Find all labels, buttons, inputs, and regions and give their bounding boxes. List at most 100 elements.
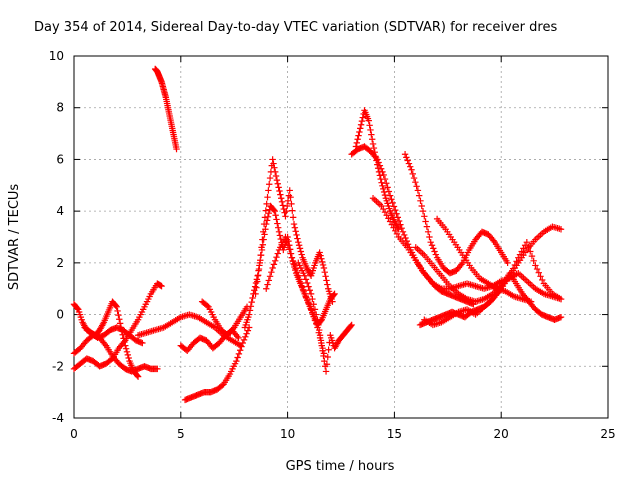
x-tick-label: 15 [387,427,402,441]
data-point [395,226,402,233]
data-point [409,170,416,178]
data-point [405,160,413,167]
data-point [120,335,127,342]
data-point [539,276,546,284]
data-point [284,197,292,204]
data-point [418,202,425,210]
data-point [365,117,372,124]
data-point [291,224,299,231]
data-point [154,365,161,373]
data-point [276,232,284,239]
data-point [277,195,285,202]
data-point [255,265,263,273]
data-point [427,238,434,246]
data-point [358,117,366,125]
data-point [269,156,276,163]
data-point [295,272,302,279]
data-point [277,191,284,198]
data-point [266,174,274,182]
data-point [355,132,362,139]
data-point [311,306,319,313]
data-point [373,157,380,164]
data-point [239,339,246,347]
data-points [70,65,565,404]
data-point [317,252,324,259]
data-point [113,303,120,311]
data-point [272,172,280,180]
data-point [304,279,311,287]
data-point [274,250,281,257]
data-point [274,220,281,227]
data-point [271,164,278,171]
data-point [300,287,307,294]
data-point [372,153,379,160]
data-point [295,242,303,249]
data-point [379,182,386,190]
data-point [528,252,536,260]
data-point [204,302,211,309]
data-point [408,166,415,173]
data-point [263,200,270,208]
data-point [304,296,311,304]
plot-frame [73,55,609,419]
data-point [289,207,296,214]
data-point [316,332,324,339]
data-point [509,265,517,272]
series-sat-u [433,215,535,305]
data-point [380,185,387,193]
data-point [306,303,314,310]
data-point [253,284,260,291]
data-point [523,238,531,246]
data-point [354,136,361,143]
axis-ticks: 0 5 10 15 20 25 -4 -2 0 2 4 6 8 10 [49,49,616,441]
x-tick-label: 20 [494,427,509,441]
data-point [419,207,427,215]
data-point [296,276,303,283]
data-point [298,283,306,290]
data-point [320,352,327,360]
data-point [287,250,294,257]
data-point [504,259,511,267]
y-axis-label: SDTVAR / TECUs [7,184,22,291]
y-tick-label: 10 [49,49,64,63]
data-point [256,259,264,267]
data-point [236,347,244,354]
data-point [306,287,314,294]
data-point [275,228,283,236]
series-sat-h [181,324,253,404]
y-tick-label: -4 [52,411,64,425]
data-point [278,198,286,206]
data-point [426,233,433,241]
data-point [257,251,264,259]
data-point [297,279,305,287]
data-point [525,243,532,251]
data-point [532,262,539,269]
x-axis-label: GPS time / hours [286,459,395,474]
data-point [254,272,262,279]
data-point [293,231,300,239]
data-point [275,184,282,191]
data-point [251,283,259,290]
data-point [399,228,407,236]
data-point [269,264,276,272]
data-point [428,242,436,249]
data-point [302,276,310,283]
data-point [374,165,382,172]
data-point [557,226,565,233]
data-point [424,228,432,236]
data-point [261,214,269,221]
data-point [244,327,252,334]
data-point [115,311,122,319]
data-point [533,265,541,273]
data-point [310,301,317,308]
data-point [392,206,399,214]
data-point [259,236,266,243]
data-point [403,154,410,161]
grid [74,56,608,418]
data-point [122,345,130,352]
x-tick-label: 25 [600,427,615,441]
data-point [305,299,312,307]
x-tick-label: 0 [70,427,78,441]
data-point [266,181,273,188]
